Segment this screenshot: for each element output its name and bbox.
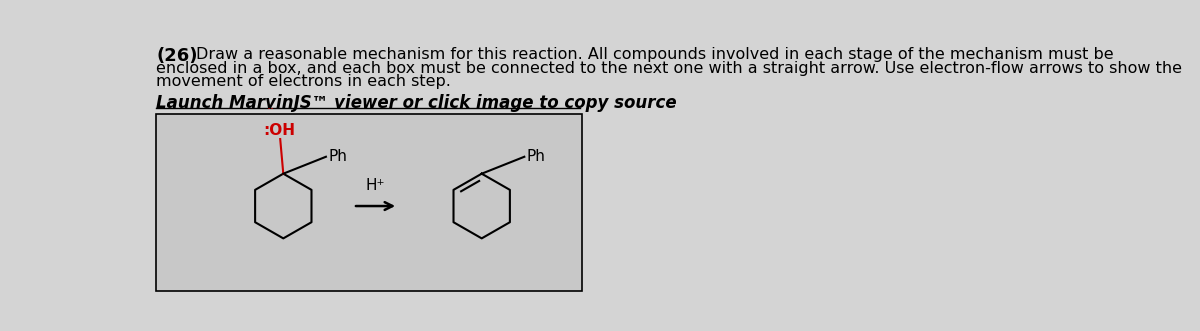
Text: movement of electrons in each step.: movement of electrons in each step. [156,74,451,89]
Text: H⁺: H⁺ [366,178,385,193]
Text: :OH: :OH [263,122,295,137]
Text: enclosed in a box, and each box must be connected to the next one with a straigh: enclosed in a box, and each box must be … [156,61,1182,75]
Text: Draw a reasonable mechanism for this reaction. All compounds involved in each st: Draw a reasonable mechanism for this rea… [197,47,1114,62]
Text: (26): (26) [156,47,198,65]
Bar [156,114,582,291]
Text: Ph: Ph [329,149,347,164]
Text: Ph: Ph [527,149,546,164]
Text: Launch MarvinJS™ viewer or click image to copy source: Launch MarvinJS™ viewer or click image t… [156,94,677,113]
Text: ··: ·· [268,103,275,116]
